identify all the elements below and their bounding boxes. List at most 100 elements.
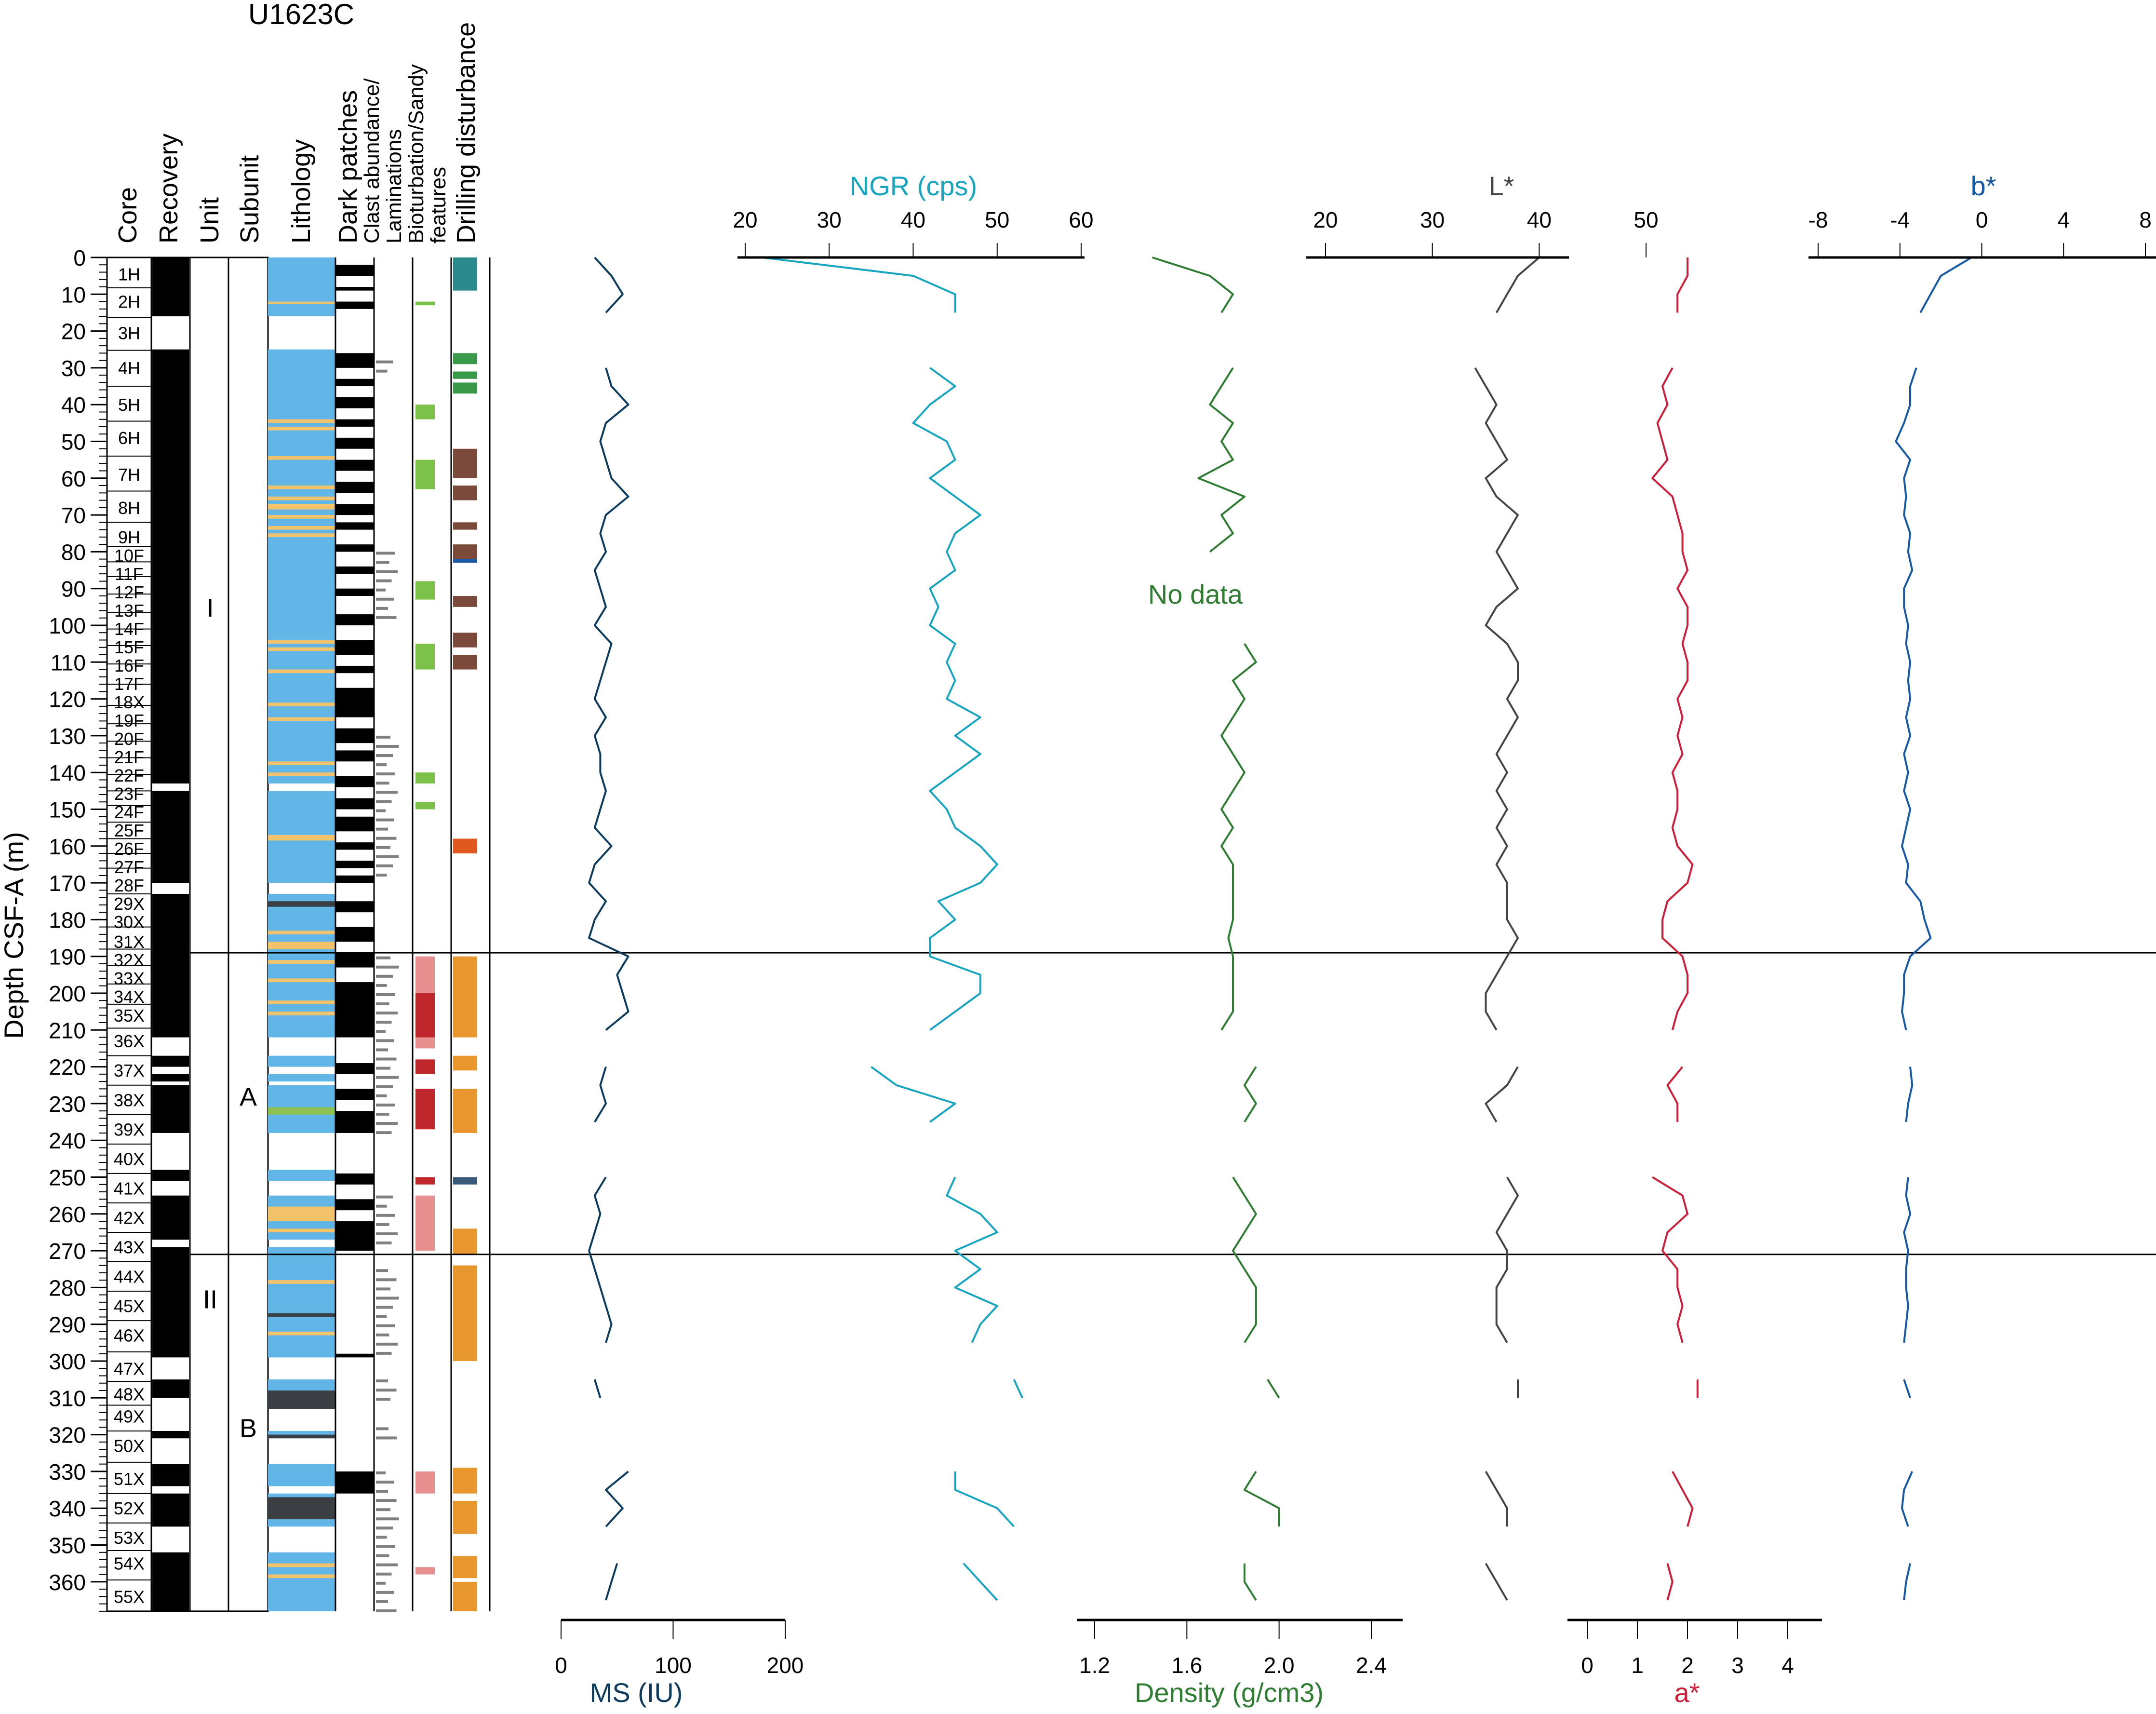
lstar-tick-label: 50 (1634, 207, 1658, 232)
astar-tick-label: 1 (1631, 1653, 1644, 1678)
core-label: 27F (114, 857, 144, 877)
lithology-band (268, 978, 335, 983)
lithology-band (268, 301, 335, 304)
lithology-band (268, 426, 335, 431)
astar-tick-label: 0 (1581, 1653, 1594, 1678)
subunit-label: A (240, 1083, 257, 1112)
recovered-interval (152, 1464, 189, 1486)
dark-patch (335, 397, 374, 408)
bioturbation-bar (415, 772, 435, 784)
lithology-band (268, 702, 335, 706)
clast-mark (376, 1342, 398, 1346)
lithostratigraphy-columns: 0 10 20 30 40 50 60 70 80 90 100 110 120 130 140 150 160… (49, 245, 2156, 1613)
core-label: 22F (114, 766, 144, 785)
recovered-interval (152, 1085, 189, 1133)
depth-tick-label: 240 (49, 1128, 86, 1153)
clast-mark (376, 1269, 388, 1272)
core-label: 38X (114, 1090, 145, 1110)
dark-patch (335, 776, 374, 787)
clast-mark (376, 818, 394, 822)
bstar-tick-label: 0 (1976, 207, 1988, 232)
dark-patch (335, 614, 374, 625)
core-label: 14F (114, 619, 144, 639)
depth-tick-label: 120 (49, 687, 86, 712)
dark-patch (335, 1353, 374, 1358)
clast-mark (376, 827, 388, 831)
drilling-disturbance-bar (453, 522, 477, 530)
drilling-disturbance-bar (453, 1556, 477, 1579)
clast-mark (376, 1398, 390, 1401)
depth-tick-label: 360 (49, 1570, 86, 1595)
column-header-lithology: Lithology (287, 139, 316, 243)
drilling-disturbance-bar (453, 382, 477, 394)
core-label: 49X (114, 1406, 145, 1426)
ms-tick-label: 200 (767, 1653, 804, 1678)
recovered-interval (152, 893, 189, 1038)
recovered-interval (152, 1247, 189, 1358)
drilling-disturbance-bar (453, 633, 477, 648)
astar-tick-label: 2 (1681, 1653, 1694, 1678)
density-tick-label: 1.2 (1079, 1653, 1110, 1678)
dark-patch (335, 1089, 374, 1100)
core-label: 23F (114, 784, 144, 804)
clast-mark (376, 874, 387, 877)
clast-mark (376, 837, 397, 840)
column-header-subunit: Subunit (235, 155, 264, 243)
depth-tick-label: 340 (49, 1496, 86, 1521)
ngr-axis-title: NGR (cps) (850, 171, 977, 201)
core-label: 32X (114, 950, 145, 970)
lithology-band (268, 496, 335, 500)
lithology-band (268, 1228, 335, 1232)
clast-mark (376, 1490, 388, 1493)
dark-patch (335, 522, 374, 530)
core-label: 16F (114, 656, 144, 675)
recovered-interval (152, 791, 189, 883)
drilling-disturbance-bar (453, 371, 477, 379)
clast-mark (376, 1012, 398, 1015)
column-header-drilling: Drilling disturbance (452, 22, 481, 243)
lithology-interval (268, 1247, 335, 1358)
dark-patch (335, 1471, 374, 1494)
drilling-disturbance-bar (453, 1500, 477, 1534)
ngr-tick-label: 40 (901, 207, 925, 232)
core-label: 21F (114, 747, 144, 767)
clast-mark (376, 1517, 399, 1521)
clast-mark (376, 1214, 395, 1217)
clast-mark (376, 579, 392, 582)
clast-mark (376, 1057, 397, 1061)
bioturbation-bar (415, 802, 435, 810)
core-label: 10F (114, 546, 144, 566)
depth-tick-label: 280 (49, 1275, 86, 1300)
dark-patch (335, 728, 374, 743)
column-header-recovery: Recovery (154, 134, 183, 243)
depth-tick-label: 110 (51, 650, 86, 675)
core-label: 30X (114, 912, 145, 932)
clast-mark (376, 1287, 390, 1291)
depth-tick-label: 140 (49, 760, 86, 785)
drilling-disturbance-bar (453, 1089, 477, 1133)
core-label: 7H (118, 465, 140, 485)
clast-mark (376, 1389, 397, 1392)
subunit-column (228, 256, 269, 1612)
depth-tick-label: 330 (49, 1459, 86, 1485)
subunit-label: B (240, 1414, 257, 1443)
astar-tick-label: 3 (1731, 1653, 1744, 1678)
core-label: 40X (114, 1149, 145, 1169)
ms-tick-label: 0 (555, 1653, 567, 1678)
figure-title: U1623C (248, 0, 354, 30)
core-label: 36X (114, 1031, 145, 1051)
clast-mark (376, 1204, 387, 1208)
recovered-interval (152, 349, 189, 784)
lithology-band (268, 1107, 335, 1115)
core-label: 55X (114, 1587, 145, 1606)
clast-mark (376, 1572, 392, 1576)
lithology-band (268, 526, 335, 530)
dark-patch (335, 982, 374, 1038)
clast-mark (376, 588, 386, 592)
depth-tick-label: 190 (49, 945, 86, 970)
core-label: 42X (114, 1208, 145, 1228)
core-label: 33X (114, 969, 145, 988)
clast-mark (376, 360, 393, 364)
